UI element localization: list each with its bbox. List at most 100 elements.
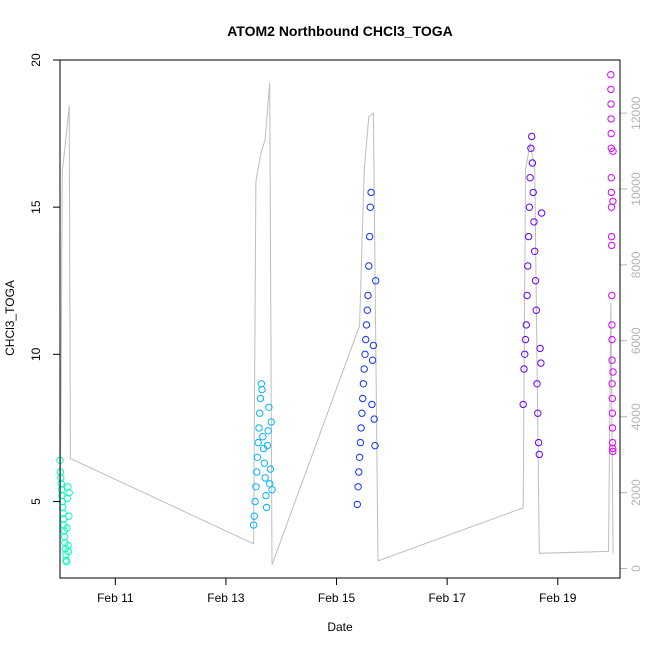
data-point: [356, 438, 365, 447]
y-tick-label: 20: [29, 53, 43, 67]
data-point: [609, 368, 617, 376]
data-point: [526, 174, 534, 182]
data-point: [533, 380, 541, 388]
y-axis: 5 10 15 20: [29, 53, 61, 505]
data-point: [522, 321, 530, 329]
data-point: [532, 306, 540, 314]
data-point: [253, 453, 262, 461]
data-point: [520, 365, 528, 373]
y2-tick-label: 0: [629, 565, 643, 572]
data-point: [372, 277, 380, 285]
data-point: [531, 277, 540, 285]
data-point: [364, 291, 372, 300]
data-point: [524, 262, 532, 270]
data-point: [607, 85, 615, 94]
data-point: [608, 321, 616, 329]
data-point: [609, 147, 617, 155]
y2-axis: 0 2000 4000 6000 8000 10000 12000: [619, 96, 643, 572]
data-point: [534, 409, 542, 417]
data-point: [263, 441, 272, 450]
data-point: [365, 232, 374, 241]
data-point: [62, 558, 71, 566]
data-point: [366, 203, 374, 211]
data-point: [262, 503, 271, 512]
data-point: [266, 465, 275, 473]
x-tick-label: Feb 15: [318, 591, 356, 605]
data-point: [267, 418, 275, 426]
data-point: [362, 335, 370, 344]
y2-tick-label: 6000: [629, 327, 643, 354]
data-point: [609, 447, 617, 456]
data-point: [608, 409, 617, 417]
y2-tick-label: 2000: [629, 479, 643, 506]
x-tick-label: Feb 13: [207, 591, 245, 605]
data-point: [608, 424, 617, 432]
data-point: [357, 424, 365, 432]
data-point: [531, 247, 539, 256]
data-point: [365, 262, 373, 270]
data-point: [607, 174, 615, 182]
data-point: [359, 380, 368, 388]
data-point: [251, 497, 259, 506]
data-point: [521, 335, 530, 344]
data-point: [359, 394, 367, 403]
data-point: [608, 291, 616, 300]
data-point: [258, 385, 266, 394]
y-axis-label: CHCl3_TOGA: [3, 280, 17, 356]
data-point: [255, 424, 263, 432]
data-point: [608, 394, 616, 403]
data-point: [607, 188, 616, 197]
data-point: [523, 291, 531, 300]
data-point: [525, 203, 534, 211]
data-point: [535, 450, 543, 459]
data-point: [363, 306, 371, 314]
data-point: [367, 188, 375, 197]
data-point: [254, 438, 262, 447]
y2-tick-label: 10000: [629, 172, 643, 206]
data-point: [527, 144, 535, 153]
data-point: [609, 444, 617, 453]
data-point: [607, 71, 615, 79]
data-point: [521, 350, 529, 358]
data-point: [537, 209, 546, 217]
data-point: [65, 512, 73, 520]
x-tick-label: Feb 19: [539, 591, 577, 605]
x-axis-label: Date: [327, 620, 353, 634]
data-point: [63, 524, 71, 532]
x-axis: Feb 11 Feb 13 Feb 15 Feb 17 Feb 19: [97, 577, 577, 605]
data-point: [607, 232, 616, 241]
y2-tick-label: 8000: [629, 251, 643, 278]
data-point: [252, 483, 260, 491]
data-point: [360, 365, 368, 373]
altitude-trace-line: [59, 82, 614, 569]
data-point: [368, 400, 376, 409]
data-point: [358, 409, 366, 417]
data-point: [256, 394, 265, 403]
data-point: [607, 203, 616, 211]
data-point: [530, 218, 538, 226]
data-point: [260, 459, 268, 467]
y-tick-label: 15: [29, 200, 43, 214]
data-point: [519, 400, 527, 409]
data-point: [608, 356, 616, 364]
data-point: [528, 132, 536, 141]
data-point: [609, 197, 617, 206]
data-point: [257, 380, 265, 388]
altitude-trace-layer: [59, 82, 614, 569]
data-point: [529, 188, 537, 197]
data-point: [608, 380, 616, 388]
data-point: [536, 344, 544, 353]
data-point: [259, 433, 267, 441]
data-point: [524, 232, 533, 241]
data-point: [537, 359, 545, 367]
y2-tick-label: 4000: [629, 403, 643, 430]
data-point: [362, 321, 371, 329]
data-point: [607, 115, 615, 123]
data-point: [370, 415, 378, 423]
points-layer: [56, 71, 617, 566]
data-point: [368, 356, 377, 364]
data-point: [268, 486, 276, 494]
data-point: [265, 403, 273, 411]
y-tick-label: 5: [29, 498, 43, 505]
